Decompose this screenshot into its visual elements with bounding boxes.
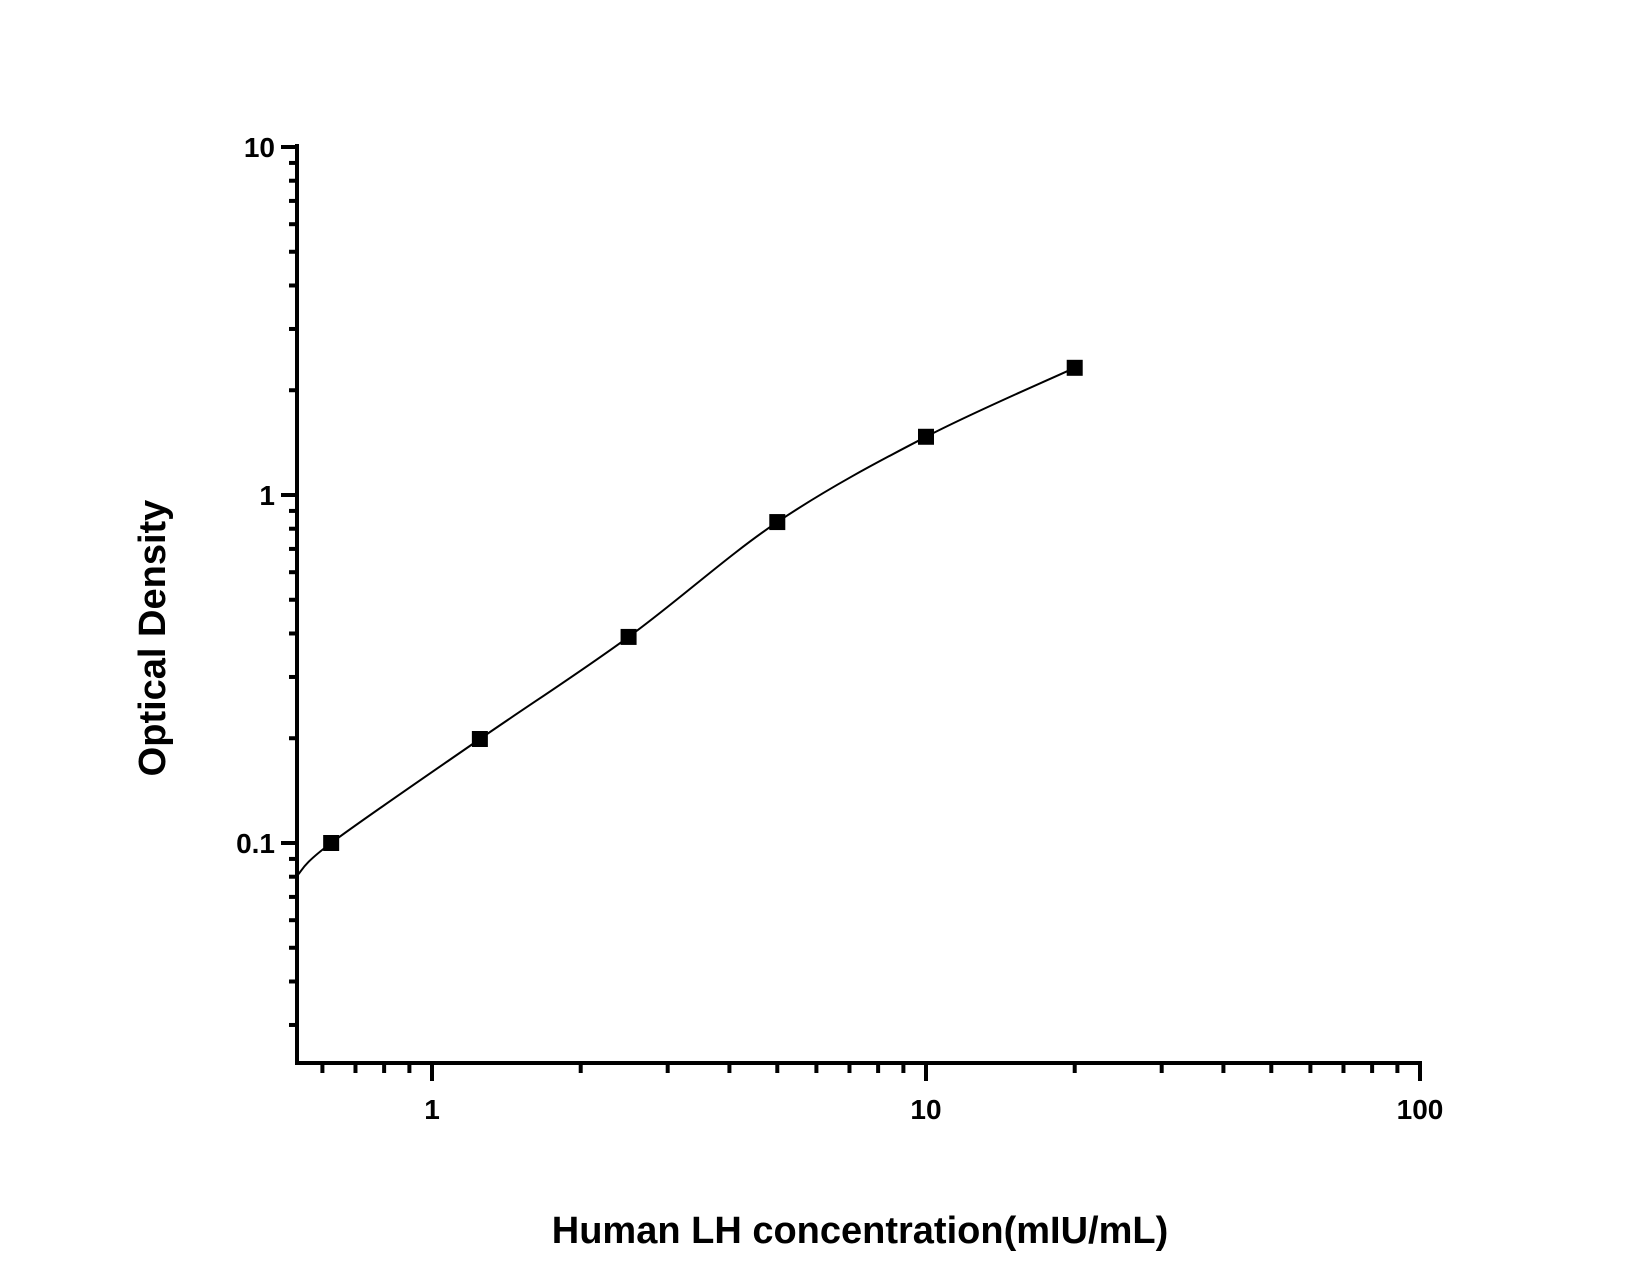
data-point-marker bbox=[1066, 359, 1083, 376]
y-axis-ticks bbox=[281, 145, 297, 1027]
y-tick-label: 0.1 bbox=[236, 828, 275, 859]
data-point-marker bbox=[471, 730, 488, 747]
data-point-marker bbox=[769, 514, 786, 531]
data-point-marker bbox=[620, 628, 637, 645]
data-markers bbox=[323, 359, 1083, 851]
y-tick-label: 1 bbox=[259, 480, 275, 511]
fitted-curve bbox=[296, 366, 1076, 877]
data-point-marker bbox=[918, 428, 934, 445]
x-tick-label: 100 bbox=[1397, 1094, 1444, 1125]
x-tick-label: 1 bbox=[424, 1094, 440, 1125]
y-tick-labels: 0.1 1 10 bbox=[236, 132, 275, 859]
x-tick-labels: 1 10 100 bbox=[424, 1094, 1443, 1125]
plot-area: 0.1 1 10 1 10 100 bbox=[236, 132, 1443, 1125]
y-axis-title: Optical Density bbox=[132, 500, 174, 777]
data-point-marker bbox=[323, 835, 340, 851]
y-tick-label: 10 bbox=[244, 132, 275, 163]
x-tick-label: 10 bbox=[910, 1094, 941, 1125]
x-axis-ticks bbox=[320, 1063, 1422, 1081]
x-axis-title: Human LH concentration(mIU/mL) bbox=[552, 1210, 1168, 1252]
